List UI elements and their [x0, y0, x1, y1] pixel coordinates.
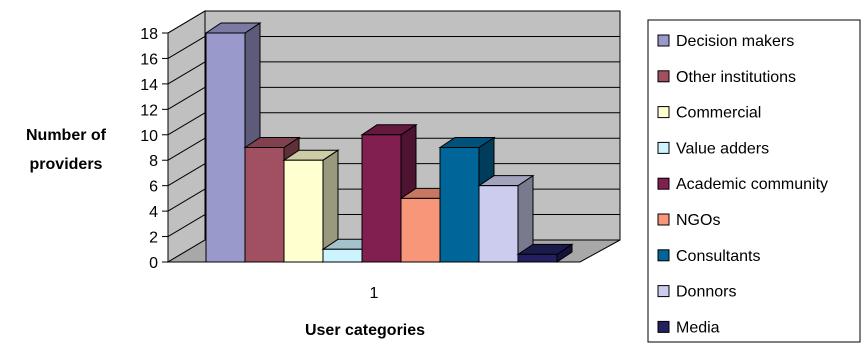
legend-swatch — [657, 141, 670, 154]
legend-label: Commercial — [676, 105, 761, 122]
legend-label: Other institutions — [676, 69, 796, 86]
bar-media — [516, 243, 574, 263]
bar-front — [322, 248, 363, 263]
legend-swatch — [657, 320, 670, 333]
gridline-side — [167, 61, 206, 85]
y-axis-title-line-2: providers — [30, 156, 103, 173]
gridline-side — [167, 86, 206, 110]
legend-label: Consultants — [676, 248, 761, 265]
legend-label: Decision makers — [676, 33, 794, 50]
y-tick-label: 16 — [140, 51, 158, 68]
legend-item: Academic community — [657, 176, 828, 193]
bar-front — [283, 159, 324, 263]
legend-label: Academic community — [676, 176, 828, 193]
legend-swatch — [657, 285, 670, 298]
legend-swatch — [657, 70, 670, 83]
y-tick-label: 8 — [149, 153, 158, 170]
bar-front — [244, 147, 285, 263]
bar-front — [517, 253, 558, 263]
legend-swatch — [657, 34, 670, 47]
gridline-side — [167, 36, 206, 59]
legend-item: Value adders — [657, 140, 769, 157]
side-wall — [167, 10, 206, 263]
legend-swatch — [657, 249, 670, 262]
bar-front — [439, 147, 480, 263]
y-tick-label: 12 — [140, 102, 158, 119]
legend-swatch — [657, 213, 670, 226]
legend-item: Other institutions — [657, 69, 796, 86]
gridline-side — [167, 163, 206, 187]
legend-item: NGOs — [657, 212, 720, 229]
y-tick-label: 2 — [149, 230, 158, 247]
bar-commercial — [282, 149, 340, 263]
legend-label: Value adders — [676, 140, 769, 157]
y-tick-label: 18 — [140, 26, 158, 43]
legend-label: Donnors — [676, 284, 736, 301]
x-axis-title: User categories — [305, 322, 425, 339]
legend-item: Commercial — [657, 105, 761, 122]
bar-donnors — [477, 174, 535, 263]
y-axis-title-line-1: Number of — [26, 127, 107, 144]
legend-box — [647, 19, 861, 343]
gridline-side — [167, 112, 206, 136]
legend-item: Media — [657, 319, 720, 336]
gridline-side — [167, 188, 206, 212]
legend: Decision makers Other institutions Commerc… — [647, 19, 861, 343]
y-tick-label: 0 — [149, 255, 158, 272]
bar-front — [361, 134, 402, 263]
legend-item: Consultants — [657, 248, 761, 265]
gridline-side — [167, 10, 206, 34]
gridline-side — [167, 137, 206, 161]
y-axis: 0 2 4 6 8 10 12 14 16 18 — [140, 26, 169, 272]
gridline-side — [167, 214, 206, 237]
x-axis: 1 — [168, 261, 580, 302]
y-tick-label: 4 — [149, 204, 158, 221]
bar-front — [400, 197, 441, 263]
y-tick-label: 6 — [149, 179, 158, 196]
legend-item: Donnors — [657, 284, 736, 301]
legend-label: NGOs — [676, 212, 720, 229]
legend-swatch — [657, 177, 670, 190]
bars — [204, 22, 574, 263]
bar-front — [478, 185, 519, 263]
legend-label: Media — [676, 319, 720, 336]
bar-front — [205, 32, 246, 263]
x-tick-label: 1 — [370, 285, 379, 302]
legend-item: Decision makers — [657, 33, 794, 50]
y-tick-label: 14 — [140, 77, 158, 94]
y-tick-label: 10 — [140, 128, 158, 145]
legend-swatch — [657, 106, 670, 119]
